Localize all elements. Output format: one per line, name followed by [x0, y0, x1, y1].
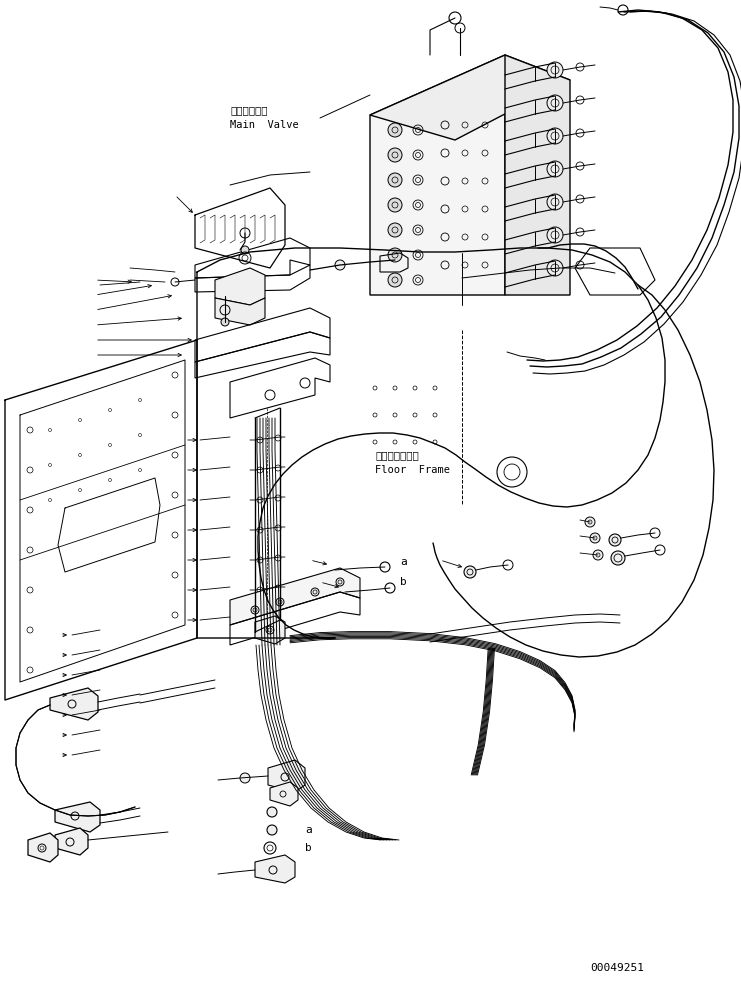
- Circle shape: [547, 95, 563, 111]
- Circle shape: [611, 551, 625, 565]
- Text: フロアフレーム: フロアフレーム: [375, 450, 419, 460]
- Circle shape: [267, 825, 277, 835]
- Circle shape: [388, 223, 402, 237]
- Circle shape: [547, 161, 563, 177]
- Polygon shape: [505, 55, 570, 295]
- Circle shape: [388, 198, 402, 212]
- Circle shape: [547, 62, 563, 78]
- Circle shape: [336, 578, 344, 586]
- Circle shape: [609, 534, 621, 546]
- Circle shape: [311, 588, 319, 596]
- Text: b: b: [400, 577, 407, 587]
- Text: b: b: [305, 843, 312, 853]
- Circle shape: [547, 227, 563, 243]
- Circle shape: [388, 273, 402, 287]
- Text: Main  Valve: Main Valve: [230, 120, 299, 130]
- Circle shape: [585, 517, 595, 527]
- Circle shape: [241, 246, 249, 254]
- Circle shape: [388, 173, 402, 187]
- Polygon shape: [55, 828, 88, 855]
- Circle shape: [335, 260, 345, 270]
- Circle shape: [221, 318, 229, 326]
- Polygon shape: [268, 760, 305, 792]
- Circle shape: [388, 148, 402, 162]
- Circle shape: [590, 533, 600, 543]
- Text: a: a: [400, 557, 407, 567]
- Text: a: a: [305, 825, 312, 835]
- Text: 00049251: 00049251: [590, 963, 644, 973]
- Polygon shape: [215, 268, 265, 305]
- Circle shape: [547, 128, 563, 144]
- Circle shape: [240, 773, 250, 783]
- Text: メインバルブ: メインバルブ: [230, 105, 268, 115]
- Text: Floor  Frame: Floor Frame: [375, 465, 450, 475]
- Circle shape: [251, 606, 259, 614]
- Polygon shape: [370, 55, 570, 140]
- Polygon shape: [255, 855, 295, 883]
- Polygon shape: [55, 802, 100, 832]
- Circle shape: [593, 550, 603, 560]
- Circle shape: [547, 194, 563, 210]
- Polygon shape: [255, 616, 285, 644]
- Polygon shape: [50, 688, 98, 720]
- Polygon shape: [270, 782, 298, 806]
- Polygon shape: [215, 298, 265, 325]
- Circle shape: [267, 807, 277, 817]
- Circle shape: [464, 566, 476, 578]
- Circle shape: [388, 123, 402, 137]
- Polygon shape: [230, 568, 360, 625]
- Polygon shape: [370, 55, 505, 295]
- Circle shape: [276, 598, 284, 606]
- Polygon shape: [28, 833, 58, 862]
- Circle shape: [547, 260, 563, 276]
- Circle shape: [388, 248, 402, 262]
